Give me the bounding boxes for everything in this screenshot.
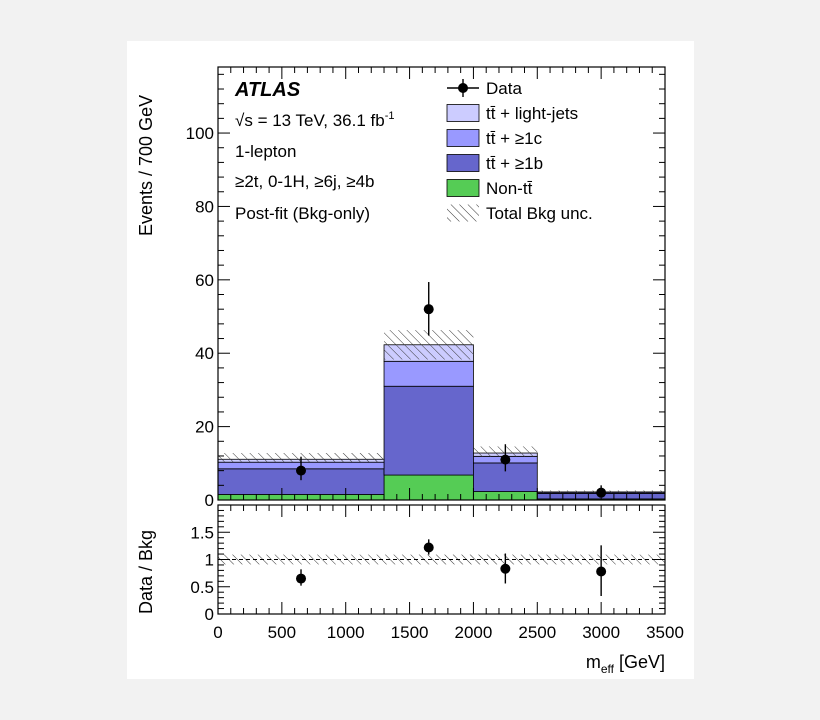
legend-swatch bbox=[446, 179, 480, 197]
x-axis-title-main: m bbox=[586, 652, 601, 672]
ratio-panel: 0 500 1000 1500 2000 2500 3000 3500 0 0.5 1 1.5 bbox=[190, 504, 684, 642]
legend-swatch bbox=[446, 129, 480, 147]
legend: Data tt̄ + light-jets tt̄ + ≥1c tt̄ + ≥1b No… bbox=[446, 79, 593, 223]
x-axis-title-sub: eff bbox=[601, 662, 615, 676]
ratio-point bbox=[500, 563, 511, 574]
bar-1-bin-3 bbox=[473, 491, 538, 501]
energy-lumi-text: = 13 TeV, 36.1 fb bbox=[253, 111, 385, 130]
x-tick-label: 2500 bbox=[518, 623, 556, 642]
ratio-uncertainty-band bbox=[218, 554, 665, 565]
chart-text: ATLAS √s = 13 TeV, 36.1 fb-1 1-lepton ≥2… bbox=[136, 79, 665, 676]
x-tick-label: 3500 bbox=[646, 623, 684, 642]
y-tick-label: 80 bbox=[195, 197, 214, 216]
legend-swatch bbox=[446, 104, 480, 122]
main-frame bbox=[217, 66, 666, 501]
y-tick-label: 40 bbox=[195, 344, 214, 363]
ratio-y-tick-label: 1 bbox=[205, 551, 214, 570]
x-tick-label: 3000 bbox=[582, 623, 620, 642]
legend-label: Total Bkg unc. bbox=[486, 204, 593, 223]
bar-1-bin-1 bbox=[217, 494, 385, 501]
lumi-exponent: -1 bbox=[385, 110, 395, 122]
bar-2-bin-2 bbox=[383, 385, 474, 476]
bar-1-bin-2 bbox=[383, 474, 474, 501]
legend-label: tt̄ + light-jets bbox=[486, 104, 578, 123]
x-axis-title-unit: [GeV] bbox=[614, 652, 665, 672]
x-tick-label: 1500 bbox=[391, 623, 429, 642]
region-annotation: ≥2t, 0-1H, ≥6j, ≥4b bbox=[235, 172, 375, 191]
legend-hatch-swatch bbox=[447, 204, 479, 222]
y-axis-title-ratio: Data / Bkg bbox=[136, 530, 156, 614]
x-axis-title: meff [GeV] bbox=[586, 652, 665, 676]
y-axis-title-main: Events / 700 GeV bbox=[136, 95, 156, 236]
x-tick-label: 500 bbox=[268, 623, 296, 642]
y-tick-label: 0 bbox=[205, 491, 214, 510]
data-point bbox=[500, 454, 511, 465]
legend-swatch bbox=[446, 154, 480, 172]
ratio-y-tick-label: 0.5 bbox=[190, 578, 214, 597]
ratio-y-tick-label: 0 bbox=[205, 605, 214, 624]
channel-annotation: 1-lepton bbox=[235, 142, 296, 161]
bar-3-bin-2 bbox=[383, 360, 474, 387]
x-tick-label: 0 bbox=[213, 623, 222, 642]
ratio-point bbox=[296, 573, 307, 584]
x-tick-label: 2000 bbox=[455, 623, 493, 642]
legend-label: tt̄ + ≥1c bbox=[486, 129, 543, 148]
experiment-label: ATLAS bbox=[234, 79, 301, 101]
main-panel: 0 20 40 60 80 100 bbox=[186, 66, 666, 510]
energy-lumi-annotation: √s = 13 TeV, 36.1 fb-1 bbox=[235, 110, 395, 130]
ratio-y-tick-label: 1.5 bbox=[190, 523, 214, 542]
ratio-point bbox=[596, 566, 607, 577]
ratio-point bbox=[423, 542, 434, 553]
sqrt-s-symbol: √s bbox=[235, 111, 253, 130]
legend-data-marker bbox=[458, 83, 468, 93]
data-point bbox=[423, 304, 434, 315]
y-tick-label: 20 bbox=[195, 418, 214, 437]
legend-label: Data bbox=[486, 79, 522, 98]
x-tick-label: 1000 bbox=[327, 623, 365, 642]
legend-label: tt̄ + ≥1b bbox=[486, 154, 543, 173]
fit-annotation: Post-fit (Bkg-only) bbox=[235, 204, 370, 223]
data-point bbox=[296, 465, 307, 476]
legend-label: Non-tt̄ bbox=[486, 179, 533, 198]
y-tick-label: 100 bbox=[186, 124, 214, 143]
y-tick-label: 60 bbox=[195, 271, 214, 290]
